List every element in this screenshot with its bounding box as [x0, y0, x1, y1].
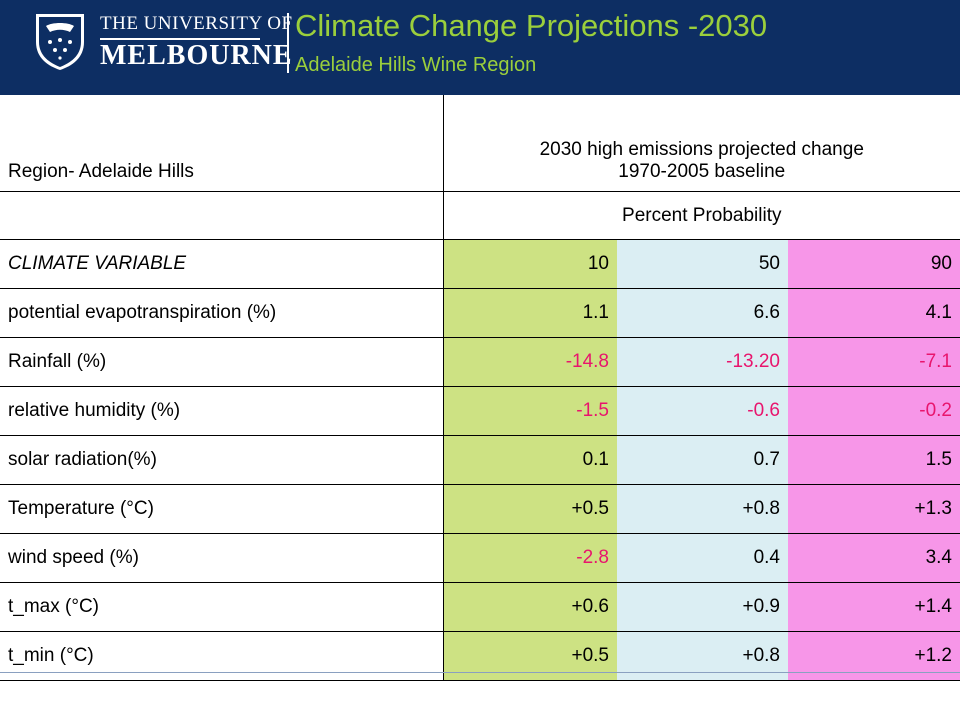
table-row: solar radiation(%) 0.1 0.7 1.5 [0, 435, 960, 485]
value-p10: 1.1 [443, 288, 617, 338]
value-p50: +0.8 [617, 484, 788, 534]
projection-header-line1: 2030 high emissions projected change [539, 139, 864, 160]
value-p10: -1.5 [443, 386, 617, 436]
value-p50: 0.4 [617, 533, 788, 583]
table-row: potential evapotranspiration (%) 1.1 6.6… [0, 288, 960, 338]
probability-row: Percent Probability [0, 191, 960, 240]
value-p50: -0.6 [617, 386, 788, 436]
variable-name: Rainfall (%) [0, 337, 444, 387]
value-p90: -7.1 [788, 337, 960, 387]
footer-rule [0, 672, 960, 673]
page-title: Climate Change Projections -2030 [295, 8, 768, 43]
table-header-row: Region- Adelaide Hills 2030 high emissio… [0, 95, 960, 192]
value-p10: +0.5 [443, 631, 617, 681]
probability-label: Percent Probability [443, 191, 960, 240]
variable-name: Temperature (°C) [0, 484, 444, 534]
variable-name: t_max (°C) [0, 582, 444, 632]
header-divider [287, 13, 289, 73]
header-bottom-bar [0, 89, 960, 95]
value-p50: 6.6 [617, 288, 788, 338]
value-p90: 1.5 [788, 435, 960, 485]
university-name-large: MELBOURNE [100, 40, 293, 71]
projection-header-line2: 1970-2005 baseline [618, 161, 786, 182]
value-p10: -2.8 [443, 533, 617, 583]
table-row: wind speed (%) -2.8 0.4 3.4 [0, 533, 960, 583]
variable-name: t_min (°C) [0, 631, 444, 681]
variable-header: CLIMATE VARIABLE [0, 239, 444, 289]
university-rule [100, 38, 260, 40]
variable-name: potential evapotranspiration (%) [0, 288, 444, 338]
value-p90: 4.1 [788, 288, 960, 338]
value-p90: 3.4 [788, 533, 960, 583]
value-p90: -0.2 [788, 386, 960, 436]
projection-header: 2030 high emissions projected change 197… [443, 95, 960, 192]
prob-10-header: 10 [443, 239, 617, 289]
table-row: Rainfall (%) -14.8 -13.20 -7.1 [0, 337, 960, 387]
page-subtitle: Adelaide Hills Wine Region [295, 54, 537, 76]
table-row: t_min (°C) +0.5 +0.8 +1.2 [0, 631, 960, 681]
value-p50: 0.7 [617, 435, 788, 485]
table-row: Temperature (°C) +0.5 +0.8 +1.3 [0, 484, 960, 534]
empty-cell [0, 191, 444, 240]
university-name-small: THE UNIVERSITY OF [100, 13, 293, 34]
value-p90: +1.4 [788, 582, 960, 632]
variable-name: wind speed (%) [0, 533, 444, 583]
variable-header-row: CLIMATE VARIABLE 10 50 90 [0, 239, 960, 289]
table-row: relative humidity (%) -1.5 -0.6 -0.2 [0, 386, 960, 436]
value-p10: +0.6 [443, 582, 617, 632]
projection-table: Region- Adelaide Hills 2030 high emissio… [0, 95, 960, 681]
value-p50: +0.8 [617, 631, 788, 681]
value-p10: 0.1 [443, 435, 617, 485]
variable-name: relative humidity (%) [0, 386, 444, 436]
university-crest-icon [36, 14, 84, 70]
region-label: Region- Adelaide Hills [0, 95, 444, 192]
value-p50: -13.20 [617, 337, 788, 387]
prob-50-header: 50 [617, 239, 788, 289]
value-p90: +1.2 [788, 631, 960, 681]
value-p10: +0.5 [443, 484, 617, 534]
header-banner: THE UNIVERSITY OF MELBOURNE Climate Chan… [0, 0, 960, 89]
prob-90-header: 90 [788, 239, 960, 289]
value-p90: +1.3 [788, 484, 960, 534]
table-row: t_max (°C) +0.6 +0.9 +1.4 [0, 582, 960, 632]
value-p10: -14.8 [443, 337, 617, 387]
value-p50: +0.9 [617, 582, 788, 632]
variable-name: solar radiation(%) [0, 435, 444, 485]
